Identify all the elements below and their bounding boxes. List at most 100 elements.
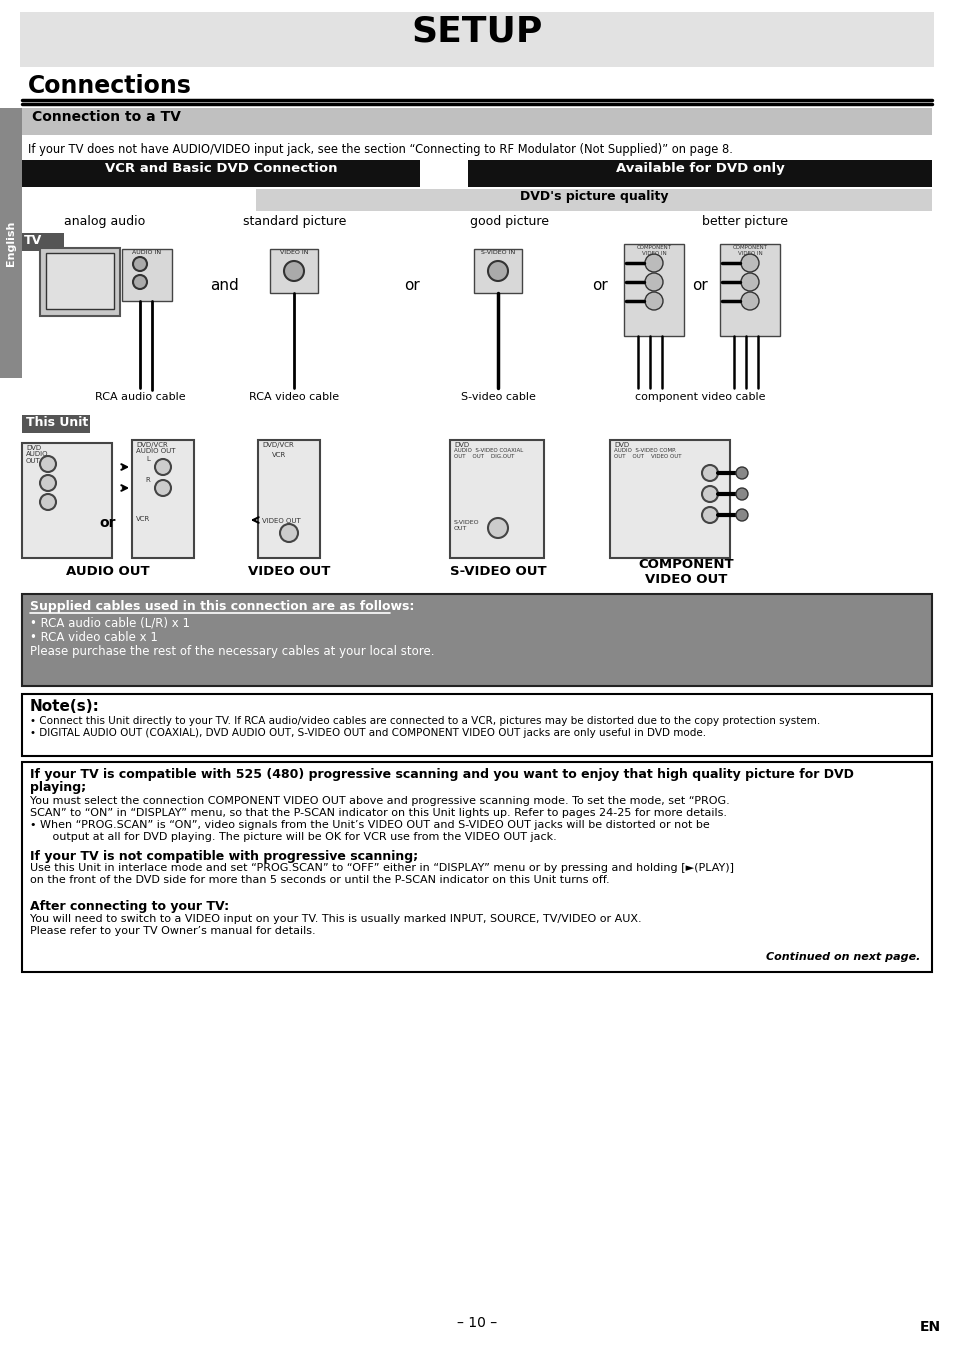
Text: or: or xyxy=(100,516,116,530)
Text: or: or xyxy=(404,278,419,293)
Text: on the front of the DVD side for more than 5 seconds or until the P-SCAN indicat: on the front of the DVD side for more th… xyxy=(30,875,609,886)
Circle shape xyxy=(735,510,747,520)
Text: Use this Unit in interlace mode and set “PROG.SCAN” to “OFF” either in “DISPLAY”: Use this Unit in interlace mode and set … xyxy=(30,863,733,874)
Text: S-VIDEO
OUT: S-VIDEO OUT xyxy=(454,520,479,531)
Circle shape xyxy=(280,524,297,542)
Circle shape xyxy=(740,274,759,291)
Text: • Connect this Unit directly to your TV. If RCA audio/video cables are connected: • Connect this Unit directly to your TV.… xyxy=(30,716,820,727)
Text: standard picture: standard picture xyxy=(243,214,346,228)
Text: Please refer to your TV Owner’s manual for details.: Please refer to your TV Owner’s manual f… xyxy=(30,926,315,936)
Bar xyxy=(22,108,931,135)
Text: DVD/VCR: DVD/VCR xyxy=(262,442,294,448)
Text: AUDIO  S-VIDEO COAXIAL: AUDIO S-VIDEO COAXIAL xyxy=(454,448,522,453)
Circle shape xyxy=(40,493,56,510)
Bar xyxy=(720,244,780,336)
Text: You will need to switch to a VIDEO input on your TV. This is usually marked INPU: You will need to switch to a VIDEO input… xyxy=(30,914,641,923)
Text: – 10 –: – 10 – xyxy=(456,1316,497,1330)
Bar xyxy=(22,762,931,972)
Circle shape xyxy=(644,253,662,272)
Text: OUT    OUT    DIG.OUT: OUT OUT DIG.OUT xyxy=(454,454,514,460)
Text: analog audio: analog audio xyxy=(64,214,146,228)
Text: Please purchase the rest of the necessary cables at your local store.: Please purchase the rest of the necessar… xyxy=(30,644,434,658)
Text: VCR: VCR xyxy=(272,452,286,458)
Bar xyxy=(132,439,193,558)
Text: DVD/VCR: DVD/VCR xyxy=(136,442,168,448)
Text: Available for DVD only: Available for DVD only xyxy=(615,162,783,175)
Circle shape xyxy=(644,274,662,291)
Circle shape xyxy=(132,257,147,271)
Bar xyxy=(22,443,112,558)
Bar xyxy=(40,248,120,315)
Circle shape xyxy=(735,466,747,479)
Text: AUDIO OUT: AUDIO OUT xyxy=(66,565,150,578)
Text: If your TV is not compatible with progressive scanning;: If your TV is not compatible with progre… xyxy=(30,851,417,863)
Text: TV: TV xyxy=(24,235,42,247)
Text: English: English xyxy=(6,220,16,266)
Text: DVD: DVD xyxy=(26,445,41,452)
Text: VCR: VCR xyxy=(136,516,150,522)
Text: You must select the connection COMPONENT VIDEO OUT above and progressive scannin: You must select the connection COMPONENT… xyxy=(30,797,729,806)
Text: EN: EN xyxy=(919,1320,941,1335)
Circle shape xyxy=(740,293,759,310)
Text: AUDIO  S-VIDEO COMP.: AUDIO S-VIDEO COMP. xyxy=(614,448,676,453)
Text: • When “PROG.SCAN” is “ON”, video signals from the Unit’s VIDEO OUT and S-VIDEO : • When “PROG.SCAN” is “ON”, video signal… xyxy=(30,820,709,830)
Bar xyxy=(257,439,319,558)
Text: or: or xyxy=(592,278,607,293)
Circle shape xyxy=(488,262,507,280)
Text: L: L xyxy=(146,456,150,462)
Circle shape xyxy=(701,465,718,481)
Circle shape xyxy=(701,507,718,523)
Bar xyxy=(270,249,317,293)
Text: playing;: playing; xyxy=(30,780,86,794)
Circle shape xyxy=(740,253,759,272)
Text: RCA video cable: RCA video cable xyxy=(249,392,338,402)
Bar xyxy=(450,439,543,558)
Bar xyxy=(46,253,113,309)
Bar xyxy=(22,415,90,433)
Text: COMPONENT
VIDEO IN: COMPONENT VIDEO IN xyxy=(732,245,767,256)
Text: output at all for DVD playing. The picture will be OK for VCR use from the VIDEO: output at all for DVD playing. The pictu… xyxy=(42,832,557,842)
Text: RCA audio cable: RCA audio cable xyxy=(94,392,185,402)
Text: This Unit: This Unit xyxy=(26,417,89,429)
Circle shape xyxy=(154,480,171,496)
Circle shape xyxy=(154,460,171,474)
Text: DVD's picture quality: DVD's picture quality xyxy=(519,190,667,204)
Bar xyxy=(623,244,683,336)
Text: R: R xyxy=(146,477,151,483)
Text: or: or xyxy=(691,278,707,293)
Bar xyxy=(22,694,931,756)
Circle shape xyxy=(644,293,662,310)
Text: AUDIO IN: AUDIO IN xyxy=(132,249,161,255)
Text: • DIGITAL AUDIO OUT (COAXIAL), DVD AUDIO OUT, S-VIDEO OUT and COMPONENT VIDEO OU: • DIGITAL AUDIO OUT (COAXIAL), DVD AUDIO… xyxy=(30,728,705,737)
Text: Continued on next page.: Continued on next page. xyxy=(765,952,919,962)
Circle shape xyxy=(284,262,304,280)
Text: VIDEO OUT: VIDEO OUT xyxy=(248,565,330,578)
Circle shape xyxy=(132,275,147,288)
Text: component video cable: component video cable xyxy=(634,392,764,402)
Text: VIDEO OUT: VIDEO OUT xyxy=(262,518,300,524)
Circle shape xyxy=(735,488,747,500)
Bar xyxy=(122,249,172,301)
Text: Connection to a TV: Connection to a TV xyxy=(32,111,181,124)
Bar xyxy=(0,108,22,377)
Bar xyxy=(22,594,931,686)
Bar xyxy=(255,189,931,212)
Circle shape xyxy=(488,518,507,538)
Bar xyxy=(468,160,931,187)
Text: • RCA audio cable (L/R) x 1: • RCA audio cable (L/R) x 1 xyxy=(30,617,190,630)
Text: If your TV does not have AUDIO/VIDEO input jack, see the section “Connecting to : If your TV does not have AUDIO/VIDEO inp… xyxy=(28,143,732,156)
Text: SETUP: SETUP xyxy=(411,13,542,49)
Text: Connections: Connections xyxy=(28,74,192,98)
Text: COMPONENT
VIDEO OUT: COMPONENT VIDEO OUT xyxy=(638,558,733,586)
Bar xyxy=(474,249,521,293)
Bar xyxy=(609,439,729,558)
Text: AUDIO
OUT: AUDIO OUT xyxy=(26,452,49,464)
Text: Note(s):: Note(s): xyxy=(30,700,100,714)
Text: S-video cable: S-video cable xyxy=(460,392,535,402)
Bar xyxy=(22,160,419,187)
Text: COMPONENT
VIDEO IN: COMPONENT VIDEO IN xyxy=(636,245,671,256)
Text: SCAN” to “ON” in “DISPLAY” menu, so that the P-SCAN indicator on this Unit light: SCAN” to “ON” in “DISPLAY” menu, so that… xyxy=(30,807,726,818)
Text: S-VIDEO IN: S-VIDEO IN xyxy=(480,249,515,255)
Text: OUT    OUT    VIDEO OUT: OUT OUT VIDEO OUT xyxy=(614,454,680,460)
Text: DVD: DVD xyxy=(614,442,628,448)
